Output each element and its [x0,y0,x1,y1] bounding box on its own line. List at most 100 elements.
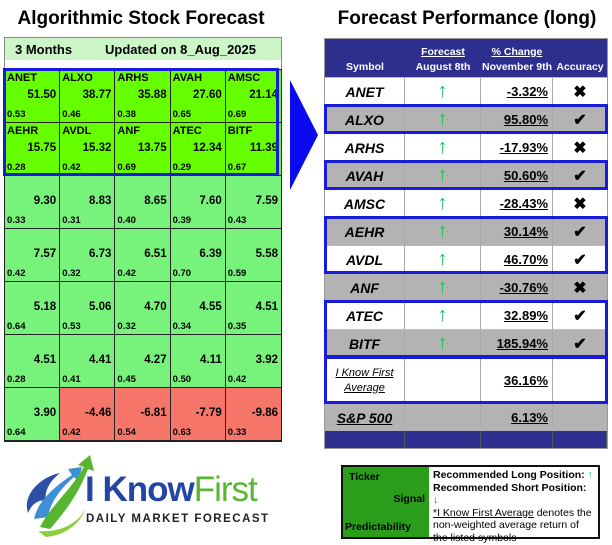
cell-ticker: ANF [117,125,140,137]
forecast-cell: -7.79 0.63 [170,388,226,441]
average-label: I Know First Average [325,358,405,403]
table-row: ALXO ↑ 95.80% ✔ [325,105,607,133]
cell-predictability: 0.38 [117,109,136,120]
row-symbol: BITF [325,330,405,357]
cell-predictability: 0.32 [117,321,136,332]
header-change-top: % Change [491,46,543,58]
cell-signal: 5.06 [89,301,112,313]
legend-short: Recommended Short Position: ↓ [433,482,594,507]
forecast-cell: BITF 11.39 0.67 [225,123,281,176]
cell-predictability: 0.32 [62,268,81,279]
cell-predictability: 0.59 [227,268,247,279]
row-symbol: AEHR [325,218,405,245]
row-change: -17.93% [481,134,553,161]
benchmark-change: 6.13% [481,404,553,431]
cell-signal: 27.60 [193,89,222,101]
cell-predictability: 0.53 [62,321,81,332]
cell-predictability: 0.42 [227,374,247,385]
forecast-cell: -4.46 0.42 [60,388,116,441]
row-symbol: ANF [325,274,405,301]
cell-predictability: 0.53 [7,109,26,120]
legend-signal: Signal [393,493,425,505]
cell-ticker: ANET [7,72,37,84]
forecast-cell: AVDL 15.32 0.42 [60,123,116,176]
cell-predictability: 0.45 [117,374,136,385]
cell-signal: -6.81 [140,407,167,419]
row-change: -3.32% [481,78,553,105]
benchmark-row: S&P 500 6.13% [325,403,607,431]
cell-signal: 4.11 [200,354,222,366]
forecast-cell: 4.70 0.32 [115,282,171,335]
forecast-cell: AVAH 27.60 0.65 [170,70,226,123]
header-forecast-top: Forecast [421,46,465,58]
cross-icon: ✖ [573,139,587,157]
cell-predictability: 0.64 [7,321,26,332]
row-change: -30.76% [481,274,553,301]
row-symbol: ARHS [325,134,405,161]
up-arrow-icon: ↑ [405,78,481,105]
row-change: 95.80% [481,106,553,133]
table-row: BITF ↑ 185.94% ✔ [325,329,607,357]
legend-note: *I Know First Average denotes the non-we… [433,507,594,545]
header-symbol: Symbol [325,39,405,77]
header-accuracy-label: Accuracy [556,61,604,73]
forecast-cell: 7.59 0.43 [225,176,281,229]
check-icon: ✔ [573,307,587,325]
cell-predictability: 0.64 [7,427,26,438]
forecast-cell: -6.81 0.54 [115,388,171,441]
legend-box: Ticker Signal Predictability Recommended… [341,465,600,544]
forecast-cell: ALXO 38.77 0.46 [60,70,116,123]
forecast-cell: 4.51 0.35 [225,282,281,335]
performance-title: Forecast Performance (long) [337,8,597,29]
forecast-cell: ANF 13.75 0.69 [115,123,171,176]
cell-signal: 3.90 [33,407,57,419]
check-icon: ✔ [573,251,587,269]
forecast-cell: 5.58 0.59 [225,229,281,282]
performance-table: Symbol Forecast August 8th % Change Nove… [324,38,608,449]
header-accuracy: Accuracy [553,39,607,77]
cell-signal: 6.73 [89,248,112,260]
cell-signal: -7.79 [195,407,222,419]
cell-signal: 15.32 [82,142,112,154]
cell-signal: 21.14 [249,89,278,101]
cell-signal: 7.57 [33,248,57,260]
cell-signal: 3.92 [255,354,278,366]
brand-tagline: DAILY MARKET FORECAST [86,513,270,525]
cell-signal: 38.77 [82,89,112,101]
table-row: AVDL ↑ 46.70% ✔ [325,245,607,273]
cell-signal: 9.30 [33,195,57,207]
forecast-cell: 3.90 0.64 [5,388,61,441]
cell-predictability: 0.65 [172,109,192,120]
forecast-cell: ANET 51.50 0.53 [5,70,61,123]
legend-long-label: Recommended Long Position: [433,469,585,481]
cell-ticker: AVDL [62,125,92,137]
cell-signal: 15.75 [27,142,57,154]
cell-signal: 4.41 [89,354,112,366]
cell-predictability: 0.39 [172,215,192,226]
row-symbol: ALXO [325,106,405,133]
cell-predictability: 0.40 [117,215,136,226]
up-arrow-icon: ↑ [405,106,481,133]
legend-short-label: Recommended Short Position: [433,481,587,494]
benchmark-signal [405,404,481,431]
cell-predictability: 0.43 [227,215,247,226]
up-arrow-icon: ↑ [405,274,481,301]
cell-signal: -9.86 [251,407,278,419]
table-row: ANET ↑ -3.32% ✖ [325,77,607,105]
check-icon: ✔ [573,167,587,185]
row-change: 30.14% [481,218,553,245]
table-row: ANF ↑ -30.76% ✖ [325,273,607,301]
forecast-title: Algorithmic Stock Forecast [17,8,265,29]
brand-part2: First [193,470,258,509]
cell-predictability: 0.42 [62,162,81,173]
forecast-cell: 9.30 0.33 [5,176,61,229]
cell-predictability: 0.46 [62,109,81,120]
cell-signal: 35.88 [137,89,167,101]
table-row: ATEC ↑ 32.89% ✔ [325,301,607,329]
forecast-cell: 5.06 0.53 [60,282,116,335]
brand-part1: I Know [85,470,195,509]
cell-predictability: 0.70 [172,268,192,279]
average-row: I Know First Average 36.16% [325,357,607,403]
right-pointer-arrow-icon [290,80,318,190]
row-change: 32.89% [481,302,553,329]
